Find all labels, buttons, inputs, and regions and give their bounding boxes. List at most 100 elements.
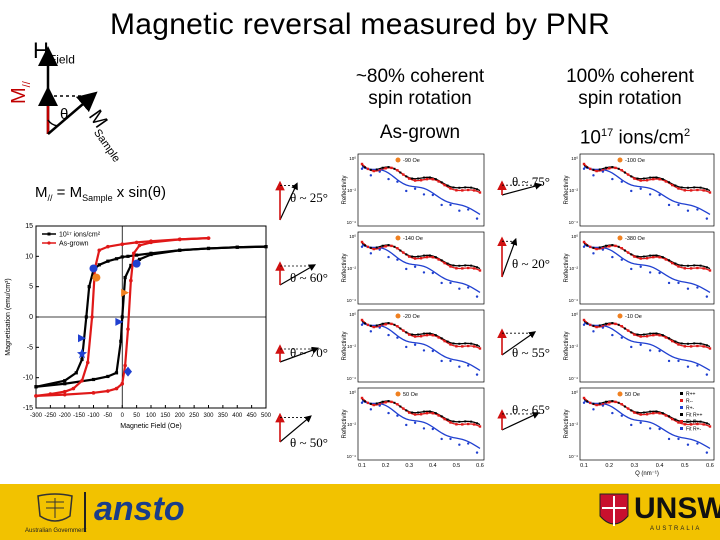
data-point bbox=[623, 171, 626, 174]
data-point bbox=[674, 418, 677, 421]
data-point bbox=[582, 245, 586, 248]
data-point bbox=[120, 242, 125, 246]
data-point bbox=[440, 181, 443, 184]
data-point bbox=[595, 169, 598, 173]
data-point bbox=[437, 336, 440, 339]
data-point bbox=[677, 359, 680, 363]
data-point bbox=[705, 451, 709, 454]
data-point bbox=[425, 177, 429, 181]
data-point bbox=[422, 254, 425, 257]
data-point bbox=[408, 177, 411, 180]
data-point bbox=[689, 423, 693, 426]
gov-text: Australian Government bbox=[25, 528, 87, 534]
data-point bbox=[458, 342, 461, 345]
data-point bbox=[686, 443, 690, 446]
data-point bbox=[633, 255, 636, 258]
field-label: 50 Oe bbox=[403, 392, 418, 398]
y-tick-label: -5 bbox=[27, 344, 33, 351]
x-tick-label: 500 bbox=[261, 413, 272, 419]
data-point bbox=[639, 179, 642, 182]
data-point bbox=[360, 323, 364, 326]
data-point bbox=[674, 262, 677, 265]
data-point bbox=[402, 251, 405, 254]
data-point bbox=[674, 340, 677, 343]
field-label: -100 Oe bbox=[625, 158, 645, 164]
data-point bbox=[475, 373, 479, 376]
legend-label: R++ bbox=[686, 392, 696, 398]
x-tick-label: 0.5 bbox=[453, 463, 461, 469]
data-point bbox=[396, 247, 399, 250]
data-point bbox=[428, 254, 431, 257]
panel-ytick: 10⁰ bbox=[571, 390, 578, 395]
data-point bbox=[478, 425, 482, 428]
data-point bbox=[363, 400, 366, 403]
fit-curve bbox=[583, 400, 711, 450]
data-point bbox=[699, 342, 702, 345]
x-tick-label: -150 bbox=[73, 413, 86, 419]
data-point bbox=[705, 422, 708, 425]
data-point bbox=[369, 324, 372, 327]
y-axis-label: Magnetisation (emu/cm³) bbox=[5, 278, 12, 355]
panel-ylabel: Reflectivity bbox=[564, 253, 570, 282]
data-point bbox=[470, 186, 473, 189]
legend-marker bbox=[680, 427, 683, 430]
data-point bbox=[642, 177, 645, 180]
data-point bbox=[582, 162, 586, 166]
data-point bbox=[658, 178, 661, 181]
data-point bbox=[106, 389, 110, 393]
data-point bbox=[437, 180, 440, 183]
legend-label: Fit R++ bbox=[686, 413, 702, 419]
angle-label-left-4: θ ~ 50° bbox=[290, 435, 328, 450]
data-point bbox=[452, 420, 455, 423]
data-point bbox=[114, 257, 119, 261]
data-point bbox=[475, 217, 479, 220]
data-point bbox=[399, 171, 402, 174]
field-label: -10 Oe bbox=[625, 314, 642, 320]
theta-arc bbox=[47, 119, 59, 127]
data-point bbox=[476, 344, 479, 347]
fit-curve bbox=[583, 322, 711, 372]
data-point bbox=[431, 256, 434, 259]
data-point bbox=[372, 403, 375, 407]
field-marker bbox=[617, 157, 623, 163]
data-point bbox=[630, 175, 633, 178]
data-point bbox=[360, 245, 364, 248]
legend-marker bbox=[680, 392, 683, 395]
data-point bbox=[455, 345, 458, 348]
data-point bbox=[461, 267, 464, 270]
data-point bbox=[126, 254, 130, 258]
data-point bbox=[611, 244, 614, 247]
x-tick-label: 0 bbox=[121, 413, 125, 419]
legend-label: Fit R+- bbox=[686, 427, 701, 433]
data-point bbox=[702, 267, 705, 270]
data-point bbox=[372, 325, 375, 329]
panel-ytick: 10⁻⁴ bbox=[347, 298, 356, 303]
data-point bbox=[668, 415, 671, 418]
data-point bbox=[601, 247, 605, 250]
data-point bbox=[708, 269, 712, 272]
data-point bbox=[589, 323, 592, 327]
angle-label-right-2: θ ~ 20° bbox=[512, 256, 550, 271]
data-point bbox=[378, 404, 381, 407]
field-marker bbox=[395, 313, 401, 319]
angle-label-left-1: θ ~ 25° bbox=[290, 190, 328, 205]
data-point bbox=[449, 187, 452, 190]
data-point bbox=[137, 257, 142, 261]
data-point bbox=[120, 255, 124, 259]
data-point bbox=[611, 400, 614, 403]
field-label: -90 Oe bbox=[403, 158, 420, 164]
data-point bbox=[611, 177, 614, 181]
moment-arrow bbox=[279, 415, 312, 443]
data-point bbox=[393, 167, 396, 170]
data-point bbox=[129, 278, 133, 283]
data-point bbox=[369, 330, 373, 333]
data-point bbox=[605, 400, 608, 403]
panel-ylabel: Reflectivity bbox=[564, 331, 570, 360]
data-point bbox=[586, 244, 589, 247]
data-point bbox=[396, 336, 399, 339]
data-point bbox=[134, 240, 139, 245]
data-point bbox=[472, 345, 476, 348]
data-point bbox=[443, 417, 446, 421]
data-point bbox=[74, 371, 78, 375]
data-point bbox=[378, 169, 381, 172]
